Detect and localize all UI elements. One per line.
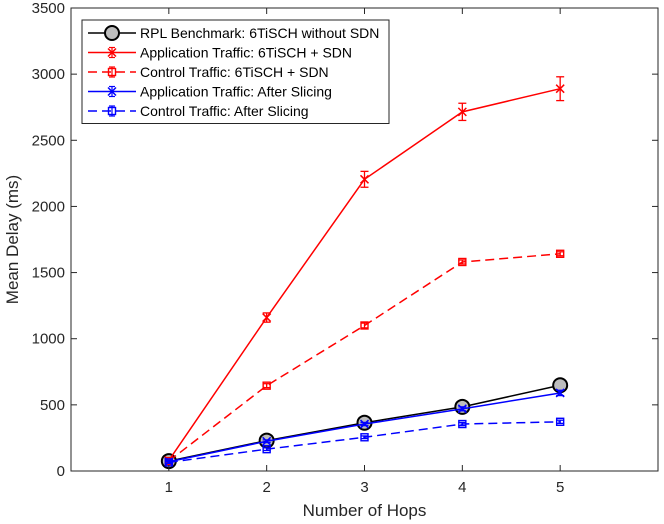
series-5 (164, 417, 565, 467)
marker-x-stroke (457, 404, 467, 414)
error-bar (164, 460, 173, 465)
x-tick-label: 1 (165, 479, 173, 496)
legend-entry: Application Traffic: 6TiSCH + SDN (88, 45, 352, 61)
legend-label: Control Traffic: After Slicing (140, 103, 309, 119)
marker-x-stroke (107, 86, 117, 97)
data-point (359, 419, 370, 429)
data-point (359, 174, 370, 184)
marker-x-stroke (262, 436, 272, 446)
y-tick-label: 2500 (32, 132, 65, 149)
legend-marker (107, 67, 117, 77)
error-bar (556, 251, 565, 257)
data-point (262, 313, 272, 323)
marker-x-stroke (555, 84, 565, 94)
error-bar (360, 435, 369, 440)
data-point (262, 381, 271, 390)
series-3 (164, 249, 565, 466)
error-bar (262, 447, 271, 452)
error-bar (556, 419, 565, 425)
legend-marker (104, 25, 120, 41)
y-tick-label: 1500 (32, 265, 65, 282)
error-bar (360, 322, 369, 329)
legend-entry: RPL Benchmark: 6TiSCH without SDN (88, 25, 379, 41)
marker-x-stroke (359, 419, 370, 429)
marker-x-stroke (262, 313, 272, 323)
legend-label: Application Traffic: 6TiSCH + SDN (140, 45, 352, 61)
x-tick-label: 3 (360, 479, 368, 496)
x-tick-label: 5 (556, 479, 564, 496)
data-point (457, 107, 467, 117)
legend-entry: Control Traffic: After Slicing (88, 103, 309, 119)
y-tick-label: 2000 (32, 198, 65, 215)
error-bar (458, 421, 467, 427)
y-tick-label: 3500 (32, 0, 65, 17)
legend-label: Control Traffic: 6TiSCH + SDN (140, 64, 329, 80)
legend: RPL Benchmark: 6TiSCH without SDN Applica… (81, 19, 390, 124)
data-point (262, 436, 272, 446)
data-point (555, 249, 565, 258)
legend-marker (107, 86, 117, 97)
marker-x-stroke (107, 47, 117, 58)
x-tick-label: 4 (458, 479, 466, 496)
data-point (555, 84, 565, 94)
y-tick-label: 3000 (32, 66, 65, 83)
data-point (262, 444, 271, 454)
y-axis-label: Mean Delay (ms) (3, 175, 22, 304)
legend-box (81, 19, 390, 124)
legend-marker (107, 106, 117, 116)
data-point (458, 257, 467, 267)
error-bar (262, 383, 271, 389)
data-point (457, 404, 467, 414)
tick-layer: 1 2 3 4 5 0 500 1000 1500 2000 2500 3000 3500 (32, 0, 658, 496)
legend-label: Application Traffic: After Slicing (140, 84, 332, 100)
data-point (555, 388, 565, 398)
legend-entry: Control Traffic: 6TiSCH + SDN (88, 64, 329, 80)
legend-marker (107, 47, 117, 58)
data-point (360, 321, 369, 330)
data-point (458, 419, 467, 429)
y-tick-label: 500 (40, 397, 65, 414)
data-point (555, 417, 565, 426)
legend-entry: Application Traffic: After Slicing (88, 84, 332, 100)
x-tick-label: 2 (262, 479, 270, 496)
marker-x-stroke (359, 174, 370, 184)
x-axis-label: Number of Hops (303, 501, 427, 520)
legend-label: RPL Benchmark: 6TiSCH without SDN (140, 25, 379, 41)
y-tick-label: 1000 (32, 331, 65, 348)
series-layer (160, 76, 569, 470)
marker-x-stroke (457, 107, 467, 117)
y-tick-label: 0 (57, 463, 65, 480)
error-bar (458, 259, 467, 265)
marker-x-stroke (555, 388, 565, 398)
data-point (360, 433, 369, 442)
